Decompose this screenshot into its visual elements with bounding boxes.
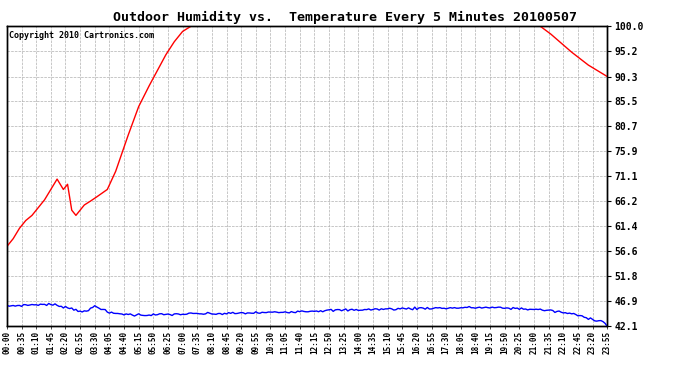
Text: Copyright 2010 Cartronics.com: Copyright 2010 Cartronics.com	[9, 31, 154, 40]
Text: Outdoor Humidity vs.  Temperature Every 5 Minutes 20100507: Outdoor Humidity vs. Temperature Every 5…	[113, 11, 577, 24]
